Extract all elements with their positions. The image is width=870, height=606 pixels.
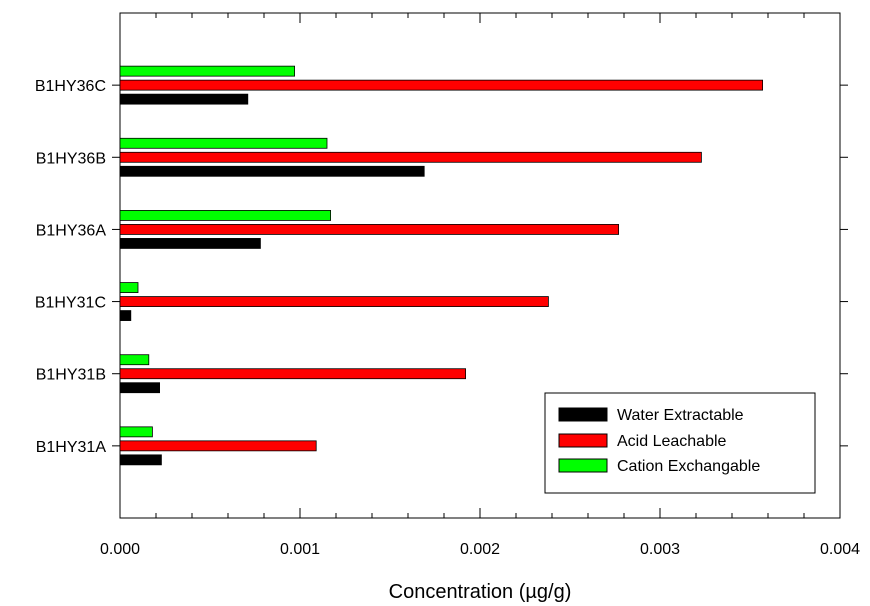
bar-acid-leachable-b1hy36a (119, 224, 620, 235)
bar-cation-exchangable-b1hy31b (119, 354, 150, 366)
legend-label-water-extractable: Water Extractable (617, 407, 744, 424)
y-tick-label-b1hy36c: B1HY36C (35, 78, 106, 95)
legend-swatch-cation-exchangable (558, 458, 608, 473)
y-tick-label-b1hy36a: B1HY36A (36, 222, 107, 239)
bar-water-extractable-b1hy36b (119, 165, 425, 177)
bar-water-extractable-b1hy31b (119, 382, 160, 394)
bar-acid-leachable-b1hy31c (119, 296, 549, 307)
legend-swatch-acid-leachable (558, 433, 608, 448)
x-tick-label: 0.003 (640, 541, 680, 558)
legend-label-cation-exchangable: Cation Exchangable (617, 458, 760, 475)
bar-cation-exchangable-b1hy36c (119, 65, 296, 77)
y-tick-label-b1hy31a: B1HY31A (36, 439, 107, 456)
bar-acid-leachable-b1hy31a (119, 440, 317, 452)
bar-water-extractable-b1hy36c (119, 93, 249, 105)
ticks-layer: 0.000 0.001 0.002 0.003 0.004 B1HY31A B1HY31B B… (35, 13, 860, 558)
legend: Water Extractable Acid Leachable Cation … (544, 392, 816, 494)
bar-water-extractable-b1hy36a (119, 238, 261, 249)
y-tick-label-b1hy36b: B1HY36B (36, 150, 106, 167)
bars-layer (119, 65, 763, 466)
x-axis-title: Concentration (µg/g) (389, 581, 572, 603)
x-tick-label: 0.002 (460, 541, 500, 558)
x-tick-label: 0.000 (100, 541, 140, 558)
bar-acid-leachable-b1hy36b (119, 151, 702, 163)
bar-acid-leachable-b1hy36c (119, 79, 763, 91)
bar-water-extractable-b1hy31c (119, 310, 132, 321)
x-tick-label: 0.004 (820, 541, 860, 558)
y-tick-label-b1hy31c: B1HY31C (35, 295, 106, 312)
bar-cation-exchangable-b1hy36b (119, 137, 328, 149)
y-tick-label-b1hy31b: B1HY31B (36, 367, 106, 384)
bar-cation-exchangable-b1hy36a (119, 210, 332, 221)
bar-acid-leachable-b1hy31b (119, 368, 467, 380)
bar-cation-exchangable-b1hy31a (119, 426, 153, 438)
legend-swatch-water-extractable (558, 407, 608, 422)
x-tick-label: 0.001 (280, 541, 320, 558)
bar-cation-exchangable-b1hy31c (119, 282, 139, 293)
legend-label-acid-leachable: Acid Leachable (617, 433, 727, 450)
bar-water-extractable-b1hy31a (119, 454, 162, 466)
